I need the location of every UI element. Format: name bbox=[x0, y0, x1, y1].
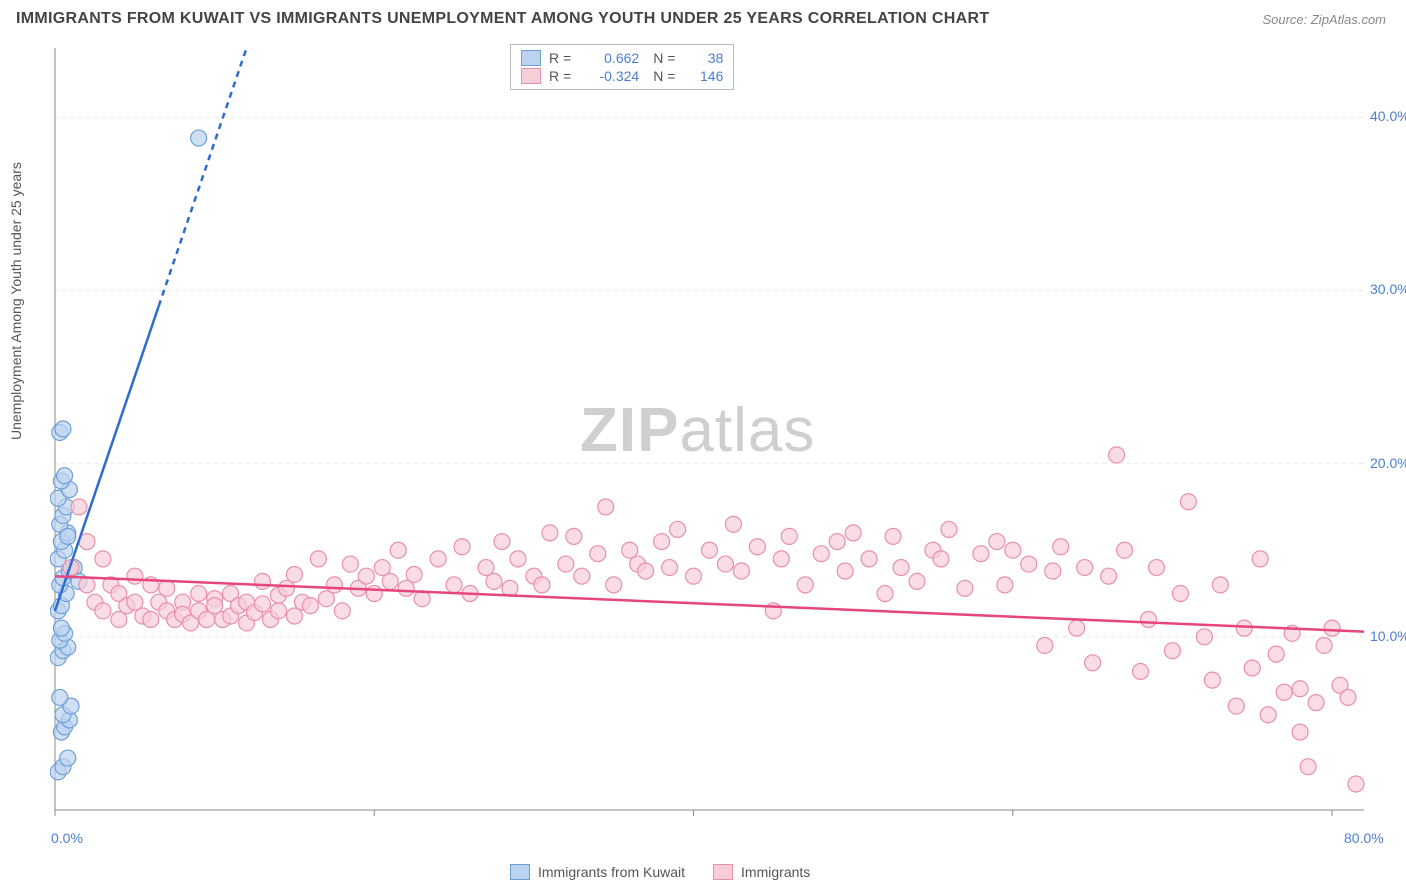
scatter-chart-svg bbox=[50, 40, 1380, 830]
swatch-series2 bbox=[713, 864, 733, 880]
y-axis-label: Unemployment Among Youth under 25 years bbox=[8, 162, 24, 440]
chart-area bbox=[50, 40, 1380, 830]
source-label: Source: ZipAtlas.com bbox=[1262, 12, 1386, 27]
swatch-series1 bbox=[521, 50, 541, 66]
legend-label-series2: Immigrants bbox=[741, 864, 810, 880]
n-value-series2: 146 bbox=[683, 68, 723, 84]
r-value-series2: -0.324 bbox=[579, 68, 639, 84]
y-tick-label: 10.0% bbox=[1370, 628, 1406, 644]
n-label: N = bbox=[653, 68, 675, 84]
legend-item-series2: Immigrants bbox=[713, 864, 810, 880]
n-label: N = bbox=[653, 50, 675, 66]
y-tick-label: 30.0% bbox=[1370, 281, 1406, 297]
r-label: R = bbox=[549, 68, 571, 84]
x-tick-label-right: 80.0% bbox=[1344, 830, 1384, 846]
r-value-series1: 0.662 bbox=[579, 50, 639, 66]
legend-row-series2: R = -0.324 N = 146 bbox=[521, 67, 723, 85]
swatch-series2 bbox=[521, 68, 541, 84]
series-legend: Immigrants from Kuwait Immigrants bbox=[510, 864, 810, 880]
y-tick-label: 20.0% bbox=[1370, 455, 1406, 471]
legend-row-series1: R = 0.662 N = 38 bbox=[521, 49, 723, 67]
n-value-series1: 38 bbox=[683, 50, 723, 66]
chart-title: IMMIGRANTS FROM KUWAIT VS IMMIGRANTS UNE… bbox=[16, 10, 989, 28]
x-tick-label-left: 0.0% bbox=[51, 830, 83, 846]
y-tick-label: 40.0% bbox=[1370, 108, 1406, 124]
legend-item-series1: Immigrants from Kuwait bbox=[510, 864, 685, 880]
correlation-legend: R = 0.662 N = 38 R = -0.324 N = 146 bbox=[510, 44, 734, 90]
legend-label-series1: Immigrants from Kuwait bbox=[538, 864, 685, 880]
r-label: R = bbox=[549, 50, 571, 66]
swatch-series1 bbox=[510, 864, 530, 880]
